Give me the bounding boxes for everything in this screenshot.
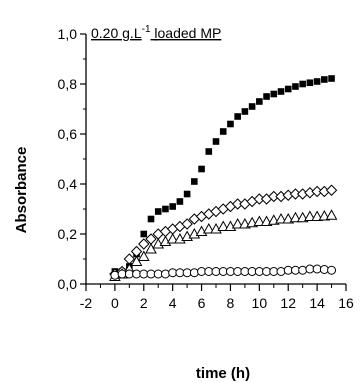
filled-square-point xyxy=(306,79,314,87)
y-tick-label: 0,2 xyxy=(58,226,78,242)
x-tick-label: 8 xyxy=(227,295,235,311)
filled-square-point xyxy=(321,76,328,83)
open-diamond-point xyxy=(130,245,143,258)
open-triangle-point xyxy=(311,210,323,221)
y-tick-label: 1,0 xyxy=(58,26,78,42)
y-axis-ticks: 0,0 0,2 0,4 0,6 0,8 1,0 xyxy=(58,26,86,292)
filled-square-point xyxy=(205,148,213,155)
x-tick-label: 4 xyxy=(169,295,177,311)
open-triangle-point xyxy=(231,217,244,229)
chart-title-suffix: loaded MP xyxy=(151,25,222,41)
filled-square-point xyxy=(227,120,234,128)
open-circle-point xyxy=(298,265,308,275)
open-triangle-point xyxy=(275,212,287,224)
x-tick-label: 0 xyxy=(111,295,119,311)
open-diamond-point xyxy=(325,184,338,196)
open-diamond-point xyxy=(138,238,150,250)
data-markers xyxy=(109,75,338,281)
x-tick-label: 2 xyxy=(140,295,148,311)
y-tick-label: 0,6 xyxy=(58,126,78,142)
x-axis-title: time (h) xyxy=(196,365,250,382)
filled-square-point xyxy=(183,190,191,198)
y-tick-label: 0,8 xyxy=(58,76,78,92)
filled-square-point xyxy=(169,203,176,210)
open-circle-point xyxy=(189,268,199,278)
y-axis-title: Absorbance xyxy=(13,147,30,234)
x-tick-label: 12 xyxy=(280,295,296,311)
filled-square-point xyxy=(328,75,335,82)
chart-title-main: 0.20 g.L xyxy=(91,25,142,41)
x-tick-label: 10 xyxy=(252,295,268,311)
x-tick-label: 14 xyxy=(309,295,325,311)
x-tick-label: 16 xyxy=(338,295,354,311)
filled-square-point xyxy=(284,85,292,93)
open-circle-point xyxy=(110,270,120,280)
open-triangle-point xyxy=(202,222,215,234)
filled-square-point xyxy=(162,205,169,213)
open-triangle-point xyxy=(325,209,338,220)
chart-title-superscript: -1 xyxy=(142,24,151,35)
chart-title: 0.20 g.L-1 loaded MP xyxy=(91,24,221,41)
filled-square-point xyxy=(241,108,249,115)
open-circle-point xyxy=(160,269,170,279)
x-axis-ticks: -2 0 2 4 6 8 10 12 14 16 xyxy=(80,284,354,311)
filled-square-point xyxy=(256,98,263,105)
open-triangle-point xyxy=(166,232,179,244)
filled-square-point xyxy=(147,215,155,223)
open-triangle-point xyxy=(304,210,316,221)
filled-square-point xyxy=(219,128,227,135)
x-tick-label: -2 xyxy=(80,295,93,311)
filled-square-point xyxy=(176,198,184,205)
filled-square-point xyxy=(248,103,256,110)
filled-square-point xyxy=(191,178,198,185)
filled-square-point xyxy=(270,90,278,98)
y-tick-label: 0,0 xyxy=(58,276,78,292)
filled-square-point xyxy=(212,138,220,145)
filled-square-point xyxy=(198,165,205,173)
open-circle-point xyxy=(327,265,337,275)
filled-square-point xyxy=(154,208,162,215)
y-tick-label: 0,4 xyxy=(58,176,78,192)
open-triangle-point xyxy=(137,250,150,261)
filled-square-point xyxy=(292,83,299,90)
open-circle-point xyxy=(276,267,286,276)
open-triangle-point xyxy=(253,215,266,226)
filled-square-point xyxy=(313,78,321,85)
filled-square-point xyxy=(234,113,241,120)
open-triangle-point xyxy=(217,220,230,231)
open-triangle-point xyxy=(289,211,302,223)
x-tick-label: 6 xyxy=(198,295,206,311)
filled-square-point xyxy=(263,93,270,100)
open-diamond-point xyxy=(181,218,193,230)
filled-square-point xyxy=(140,230,148,238)
filled-square-point xyxy=(277,88,285,95)
filled-square-point xyxy=(299,80,306,88)
